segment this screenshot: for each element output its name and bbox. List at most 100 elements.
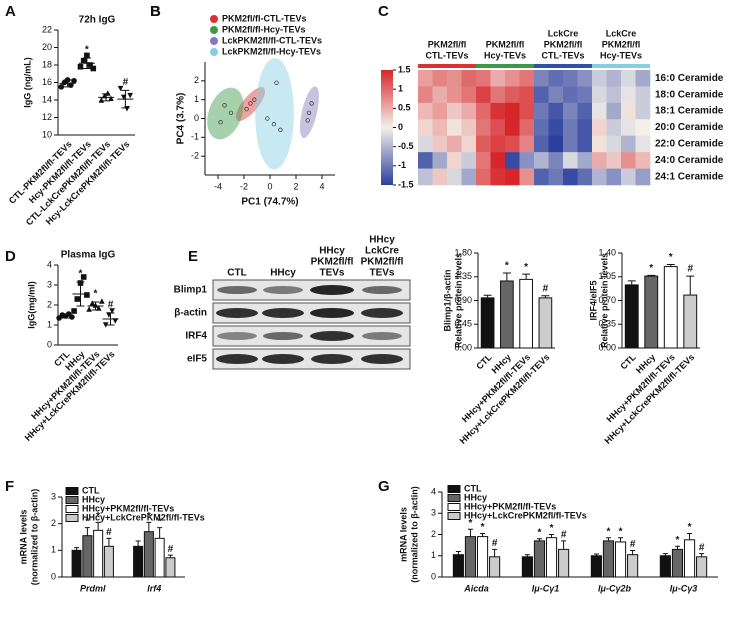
heatmap-cell (548, 70, 564, 87)
y-tick-label: 16 (42, 77, 52, 87)
heatmap-cell (432, 152, 448, 169)
group-label: PKM2fl/fl (486, 39, 525, 49)
bar (533, 540, 546, 578)
x-tick-label: Irf4 (147, 583, 161, 593)
legend-label: HHcy+PKM2fl/fl-TEVs (464, 501, 556, 511)
band (310, 308, 354, 318)
row-label: 18:1 Ceramide (655, 106, 724, 117)
confidence-ellipse (207, 87, 244, 140)
point (102, 322, 109, 328)
x-axis-label: PC1 (74.7%) (241, 197, 298, 208)
band (362, 332, 402, 340)
heatmap-cell (418, 70, 433, 87)
bar (143, 531, 154, 578)
heatmap-cell (490, 152, 506, 169)
error-bar (102, 93, 111, 102)
blot-image (212, 279, 411, 370)
bar (154, 537, 165, 578)
bar (590, 555, 602, 578)
panel-letter: D (5, 248, 16, 265)
point (222, 103, 227, 108)
y-tick-label: 1 (47, 319, 52, 329)
colorbar-label: -0.5 (398, 141, 414, 151)
heatmap-cell (563, 119, 578, 137)
annotation: * (96, 511, 100, 522)
point (274, 80, 279, 85)
y-tick-label: 12 (42, 112, 52, 122)
point (244, 106, 249, 112)
annotation: * (550, 523, 554, 534)
heatmap-cell (606, 86, 622, 104)
y-tick-label: 14 (42, 94, 52, 104)
y-tick-label: 22 (42, 24, 52, 34)
annotation: * (669, 252, 673, 263)
heatmap-cell (447, 135, 462, 153)
y-axis-label: Relative protein levels (453, 253, 463, 348)
heatmap-cell (519, 119, 535, 137)
point (228, 110, 234, 115)
band (217, 286, 257, 294)
legend-label: CTL (82, 485, 100, 495)
point (218, 120, 223, 125)
point (77, 63, 84, 70)
y-axis-label: IRF4/eIF5 (588, 280, 598, 320)
band (217, 332, 257, 340)
point (69, 314, 75, 320)
heatmap-cell (548, 86, 564, 104)
heatmap-cell (461, 86, 477, 104)
error-bar (63, 79, 72, 88)
colorbar-label: 1.5 (398, 64, 411, 74)
bar (671, 548, 684, 578)
bar (545, 537, 558, 578)
legend-label: CTL (464, 483, 482, 493)
y-axis-label: IgG(mg/ml) (26, 281, 36, 329)
y-tick-label: 3 (47, 279, 52, 289)
heatmap-cell (490, 135, 506, 153)
annotation: # (630, 539, 636, 550)
protein-label: β-actin (174, 308, 207, 319)
y-tick-label: 4 (431, 486, 436, 496)
heatmap-cell (563, 70, 578, 87)
legend-label: HHcy (464, 492, 487, 502)
heatmap-cell (635, 70, 651, 87)
bar (480, 297, 495, 349)
annotation: * (524, 262, 528, 273)
heatmap-cell (490, 119, 506, 137)
heatmap-cell (534, 119, 549, 137)
error-bar (82, 57, 91, 69)
y-axis-label: Relative protein levels (599, 253, 609, 348)
colorbar-label: -1.5 (398, 179, 414, 189)
bar (538, 297, 553, 349)
heatmap-cell (534, 168, 549, 186)
heatmap-cell (577, 135, 593, 153)
heatmap-cell (606, 152, 622, 169)
group-label: CTL-TEVs (425, 50, 468, 60)
colorbar-label: 0 (398, 122, 403, 132)
x-tick-label: Prdml (80, 583, 106, 593)
legend-swatch (447, 512, 461, 520)
group-bar (534, 64, 592, 68)
heatmap-cell (577, 102, 593, 120)
bar (602, 540, 615, 578)
y-tick-label: 2 (51, 518, 56, 528)
point (309, 101, 314, 106)
group-bar (476, 64, 534, 68)
heatmap-cell (432, 86, 448, 104)
protein-label: IRF4 (185, 331, 207, 342)
bar (82, 535, 93, 578)
legend-label: LckPKM2fl/fl-CTL-TEVs (222, 35, 322, 45)
bar (103, 545, 114, 578)
y-tick-label: 0.90 (454, 295, 472, 305)
legend-marker (210, 37, 218, 45)
lane-label: LckCre (365, 246, 399, 257)
bar (521, 556, 533, 578)
y-tick-label: 20 (42, 42, 52, 52)
group-bar (592, 64, 650, 68)
heatmap-cell (476, 70, 491, 87)
legend-swatch (65, 505, 79, 513)
y-tick-label: 1.05 (598, 271, 616, 281)
x-tick-label: 4 (319, 181, 324, 191)
x-tick-label: Iμ-Cγ1 (532, 583, 559, 593)
point (265, 116, 270, 121)
y-tick-label: 0.45 (454, 319, 472, 329)
